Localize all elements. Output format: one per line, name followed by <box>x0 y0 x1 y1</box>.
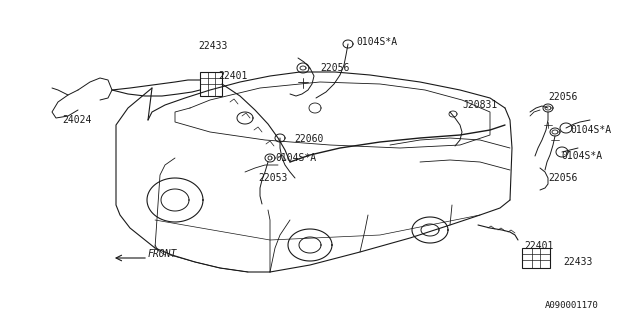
Text: A090001170: A090001170 <box>545 300 599 309</box>
Bar <box>200 72 222 96</box>
Text: 24024: 24024 <box>62 115 92 125</box>
Bar <box>522 248 550 268</box>
Text: 0104S*A: 0104S*A <box>570 125 611 135</box>
Text: 22401: 22401 <box>524 241 554 251</box>
Text: 22056: 22056 <box>320 63 349 73</box>
Text: 22401: 22401 <box>218 71 248 81</box>
Text: 22433: 22433 <box>563 257 593 267</box>
Text: 0104S*A: 0104S*A <box>275 153 316 163</box>
Text: 0104S*A: 0104S*A <box>356 37 397 47</box>
Text: FRONT: FRONT <box>148 249 177 259</box>
Text: 22056: 22056 <box>548 92 577 102</box>
Text: 0104S*A: 0104S*A <box>561 151 602 161</box>
Text: 22060: 22060 <box>294 134 323 144</box>
Text: J20831: J20831 <box>462 100 497 110</box>
Text: 22433: 22433 <box>198 41 227 51</box>
Text: 22053: 22053 <box>258 173 287 183</box>
Text: 22056: 22056 <box>548 173 577 183</box>
